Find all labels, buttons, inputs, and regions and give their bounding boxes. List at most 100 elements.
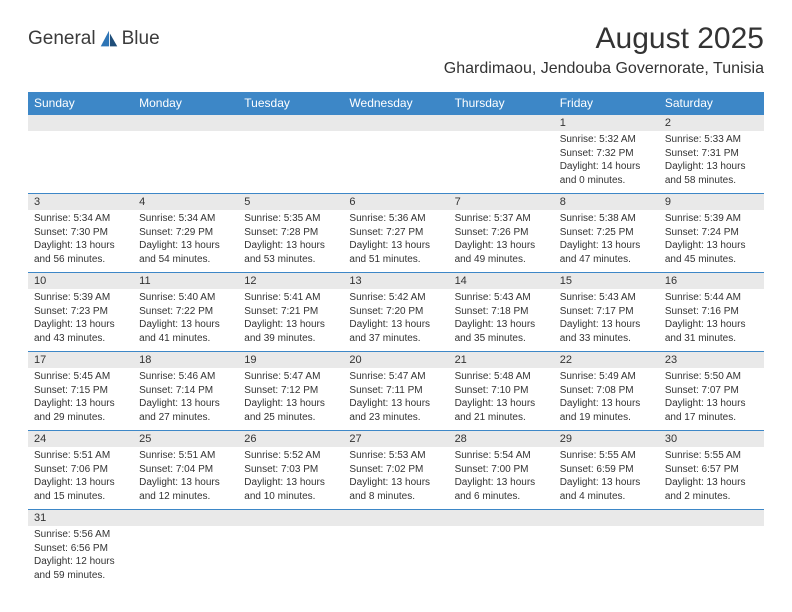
day-number-cell xyxy=(28,115,133,132)
day-detail: Sunrise: 5:54 AMSunset: 7:00 PMDaylight:… xyxy=(449,447,554,509)
day-detail: Sunrise: 5:51 AMSunset: 7:04 PMDaylight:… xyxy=(133,447,238,509)
weekday-header: Sunday xyxy=(28,92,133,115)
day-number-cell: 1 xyxy=(554,115,659,132)
sail-icon xyxy=(98,28,120,50)
day-number-cell: 11 xyxy=(133,273,238,290)
day-detail: Sunrise: 5:42 AMSunset: 7:20 PMDaylight:… xyxy=(343,289,448,351)
day-number: 5 xyxy=(238,194,343,210)
day-number-cell: 21 xyxy=(449,352,554,369)
day-detail: Sunrise: 5:37 AMSunset: 7:26 PMDaylight:… xyxy=(449,210,554,272)
day-content-cell: Sunrise: 5:56 AMSunset: 6:56 PMDaylight:… xyxy=(28,526,133,588)
day-content-row: Sunrise: 5:56 AMSunset: 6:56 PMDaylight:… xyxy=(28,526,764,588)
day-number-cell xyxy=(343,115,448,132)
day-number-cell xyxy=(133,115,238,132)
day-number-cell xyxy=(554,510,659,527)
day-detail: Sunrise: 5:52 AMSunset: 7:03 PMDaylight:… xyxy=(238,447,343,509)
day-number: 4 xyxy=(133,194,238,210)
day-content-cell: Sunrise: 5:51 AMSunset: 7:04 PMDaylight:… xyxy=(133,447,238,510)
day-number-cell: 17 xyxy=(28,352,133,369)
day-number-cell xyxy=(238,510,343,527)
day-content-row: Sunrise: 5:45 AMSunset: 7:15 PMDaylight:… xyxy=(28,368,764,431)
day-number-cell: 25 xyxy=(133,431,238,448)
logo-text-blue: Blue xyxy=(122,28,160,50)
day-content-row: Sunrise: 5:34 AMSunset: 7:30 PMDaylight:… xyxy=(28,210,764,273)
day-content-cell: Sunrise: 5:47 AMSunset: 7:11 PMDaylight:… xyxy=(343,368,448,431)
calendar-table: SundayMondayTuesdayWednesdayThursdayFrid… xyxy=(28,92,764,588)
day-content-cell xyxy=(659,526,764,588)
day-number: 19 xyxy=(238,352,343,368)
day-number-cell: 20 xyxy=(343,352,448,369)
day-number: 29 xyxy=(554,431,659,447)
day-number: 21 xyxy=(449,352,554,368)
day-content-cell xyxy=(449,526,554,588)
day-number: 11 xyxy=(133,273,238,289)
day-number: 20 xyxy=(343,352,448,368)
day-content-cell: Sunrise: 5:34 AMSunset: 7:30 PMDaylight:… xyxy=(28,210,133,273)
day-content-cell: Sunrise: 5:44 AMSunset: 7:16 PMDaylight:… xyxy=(659,289,764,352)
title-month: August 2025 xyxy=(444,22,764,56)
day-detail: Sunrise: 5:56 AMSunset: 6:56 PMDaylight:… xyxy=(28,526,133,588)
day-detail: Sunrise: 5:48 AMSunset: 7:10 PMDaylight:… xyxy=(449,368,554,430)
day-content-cell: Sunrise: 5:46 AMSunset: 7:14 PMDaylight:… xyxy=(133,368,238,431)
day-detail: Sunrise: 5:47 AMSunset: 7:12 PMDaylight:… xyxy=(238,368,343,430)
day-detail: Sunrise: 5:36 AMSunset: 7:27 PMDaylight:… xyxy=(343,210,448,272)
day-detail: Sunrise: 5:39 AMSunset: 7:23 PMDaylight:… xyxy=(28,289,133,351)
day-number-row: 12 xyxy=(28,115,764,132)
day-number-cell: 23 xyxy=(659,352,764,369)
day-detail: Sunrise: 5:49 AMSunset: 7:08 PMDaylight:… xyxy=(554,368,659,430)
day-number-cell: 18 xyxy=(133,352,238,369)
day-number: 26 xyxy=(238,431,343,447)
day-detail: Sunrise: 5:46 AMSunset: 7:14 PMDaylight:… xyxy=(133,368,238,430)
day-number: 30 xyxy=(659,431,764,447)
day-number-cell: 8 xyxy=(554,194,659,211)
weekday-header: Saturday xyxy=(659,92,764,115)
day-content-cell xyxy=(238,131,343,194)
title-location: Ghardimaou, Jendouba Governorate, Tunisi… xyxy=(444,60,764,78)
day-content-cell: Sunrise: 5:38 AMSunset: 7:25 PMDaylight:… xyxy=(554,210,659,273)
day-number: 3 xyxy=(28,194,133,210)
logo-text-general: General xyxy=(28,28,96,50)
day-content-cell xyxy=(554,526,659,588)
day-number-cell: 31 xyxy=(28,510,133,527)
day-number: 16 xyxy=(659,273,764,289)
day-number-cell: 10 xyxy=(28,273,133,290)
day-number: 28 xyxy=(449,431,554,447)
day-number: 25 xyxy=(133,431,238,447)
day-content-cell: Sunrise: 5:45 AMSunset: 7:15 PMDaylight:… xyxy=(28,368,133,431)
day-content-cell: Sunrise: 5:43 AMSunset: 7:17 PMDaylight:… xyxy=(554,289,659,352)
day-content-cell: Sunrise: 5:39 AMSunset: 7:23 PMDaylight:… xyxy=(28,289,133,352)
weekday-header: Friday xyxy=(554,92,659,115)
day-number-cell: 7 xyxy=(449,194,554,211)
day-number: 15 xyxy=(554,273,659,289)
day-number-cell: 14 xyxy=(449,273,554,290)
day-number-cell: 5 xyxy=(238,194,343,211)
day-detail: Sunrise: 5:41 AMSunset: 7:21 PMDaylight:… xyxy=(238,289,343,351)
day-number-cell xyxy=(238,115,343,132)
day-number-cell: 12 xyxy=(238,273,343,290)
day-content-row: Sunrise: 5:51 AMSunset: 7:06 PMDaylight:… xyxy=(28,447,764,510)
day-number: 14 xyxy=(449,273,554,289)
logo: General Blue xyxy=(28,28,160,50)
day-number: 2 xyxy=(659,115,764,131)
day-number: 8 xyxy=(554,194,659,210)
day-number-cell: 30 xyxy=(659,431,764,448)
day-number-cell: 16 xyxy=(659,273,764,290)
day-number-cell: 22 xyxy=(554,352,659,369)
weekday-header-row: SundayMondayTuesdayWednesdayThursdayFrid… xyxy=(28,92,764,115)
day-number-cell: 4 xyxy=(133,194,238,211)
day-number: 24 xyxy=(28,431,133,447)
day-detail: Sunrise: 5:39 AMSunset: 7:24 PMDaylight:… xyxy=(659,210,764,272)
day-number-cell: 26 xyxy=(238,431,343,448)
day-detail: Sunrise: 5:53 AMSunset: 7:02 PMDaylight:… xyxy=(343,447,448,509)
day-number-cell: 29 xyxy=(554,431,659,448)
day-number-cell xyxy=(343,510,448,527)
day-content-cell: Sunrise: 5:54 AMSunset: 7:00 PMDaylight:… xyxy=(449,447,554,510)
day-detail: Sunrise: 5:43 AMSunset: 7:18 PMDaylight:… xyxy=(449,289,554,351)
day-detail: Sunrise: 5:34 AMSunset: 7:29 PMDaylight:… xyxy=(133,210,238,272)
weekday-header: Tuesday xyxy=(238,92,343,115)
day-detail: Sunrise: 5:43 AMSunset: 7:17 PMDaylight:… xyxy=(554,289,659,351)
day-content-cell: Sunrise: 5:42 AMSunset: 7:20 PMDaylight:… xyxy=(343,289,448,352)
day-content-cell xyxy=(343,526,448,588)
day-number: 1 xyxy=(554,115,659,131)
day-content-cell: Sunrise: 5:36 AMSunset: 7:27 PMDaylight:… xyxy=(343,210,448,273)
